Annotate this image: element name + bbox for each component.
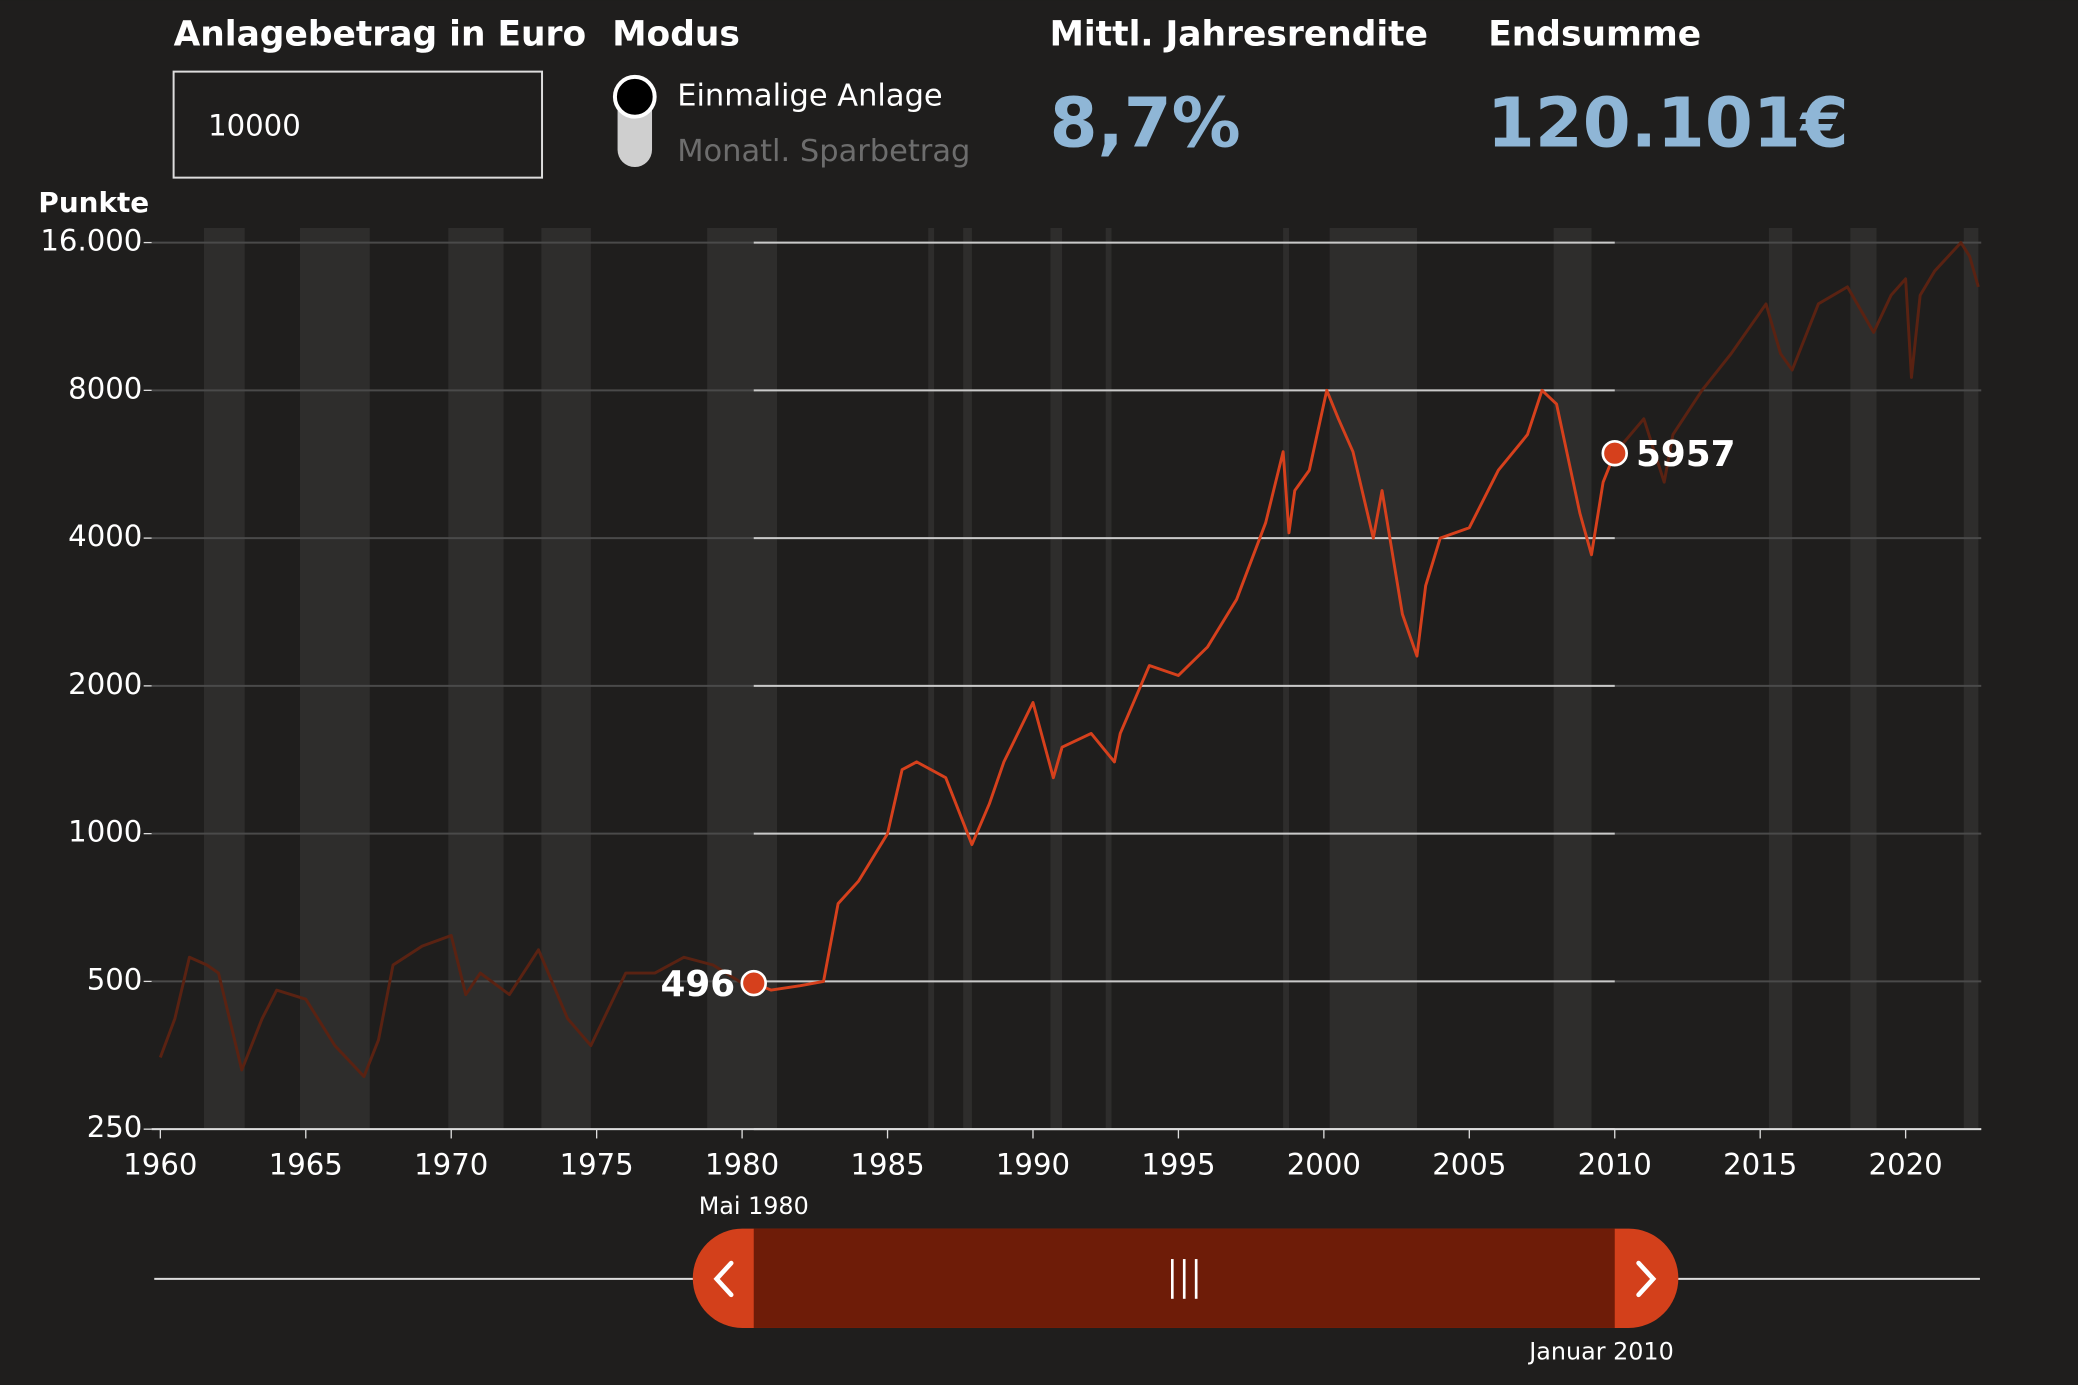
y-tick-label: 8000 [68, 371, 142, 405]
band [928, 227, 935, 1130]
y-tick-label: 2000 [68, 667, 142, 701]
band [448, 227, 504, 1130]
end-value-label: 5957 [1636, 434, 1736, 475]
series-line [158, 241, 1980, 1079]
x-tick-label: 1990 [996, 1147, 1070, 1181]
x-tick-label: 1960 [123, 1147, 197, 1181]
y-tick-label: 1000 [68, 815, 142, 849]
toggle-knob[interactable] [612, 74, 657, 119]
x-tick-label: 1970 [414, 1147, 488, 1181]
x-tick-label: 1985 [850, 1147, 924, 1181]
amount-value[interactable]: 10000 [208, 108, 301, 142]
band [1768, 227, 1793, 1130]
total-value: 120.101€ [1487, 83, 1849, 163]
band [1050, 227, 1063, 1130]
slider-start-label: Mai 1980 [699, 1192, 809, 1220]
amount-input[interactable] [172, 70, 544, 179]
band [1553, 227, 1592, 1130]
end-marker [1601, 439, 1628, 467]
band [1963, 227, 1979, 1130]
start-marker [740, 969, 767, 997]
slider-left-arrow[interactable] [713, 1260, 734, 1298]
y-axis-label: Punkte [38, 186, 149, 219]
total-label: Endsumme [1488, 14, 1701, 54]
y-tick-label: 16.000 [40, 224, 142, 258]
mode-option[interactable]: Einmalige Anlage [677, 78, 942, 113]
band [541, 227, 591, 1130]
x-tick-label: 1965 [269, 1147, 343, 1181]
band [1850, 227, 1877, 1130]
amount-label: Anlagebetrag in Euro [174, 14, 587, 54]
return-label: Mittl. Jahresrendite [1050, 14, 1428, 54]
x-tick-label: 1980 [705, 1147, 779, 1181]
x-tick-label: 2015 [1723, 1147, 1797, 1181]
plot: 250 500 1000 2000 4000 8000 16.000 1960 1965 1970… [40, 224, 1982, 1366]
return-value: 8,7% [1050, 83, 1241, 163]
band [1329, 227, 1417, 1130]
band [299, 227, 370, 1130]
y-tick-label: 500 [87, 962, 143, 996]
mode-label: Modus [612, 14, 740, 54]
x-tick-label: 2020 [1869, 1147, 1943, 1181]
band [1283, 227, 1289, 1130]
band [1105, 227, 1112, 1130]
x-tick-label: 1995 [1141, 1147, 1215, 1181]
mode-option[interactable]: Monatl. Sparbetrag [677, 134, 970, 169]
y-tick-label: 4000 [68, 519, 142, 553]
band [203, 227, 245, 1130]
band [963, 227, 972, 1130]
y-tick-label: 250 [87, 1110, 143, 1144]
slider-right-arrow[interactable] [1636, 1260, 1657, 1298]
x-tick-label: 2010 [1578, 1147, 1652, 1181]
x-tick-label: 2000 [1287, 1147, 1361, 1181]
x-tick-label: 2005 [1432, 1147, 1506, 1181]
slider-end-label: Januar 2010 [1527, 1338, 1674, 1366]
x-tick-label: 1975 [560, 1147, 634, 1181]
start-value-label: 496 [661, 964, 736, 1005]
